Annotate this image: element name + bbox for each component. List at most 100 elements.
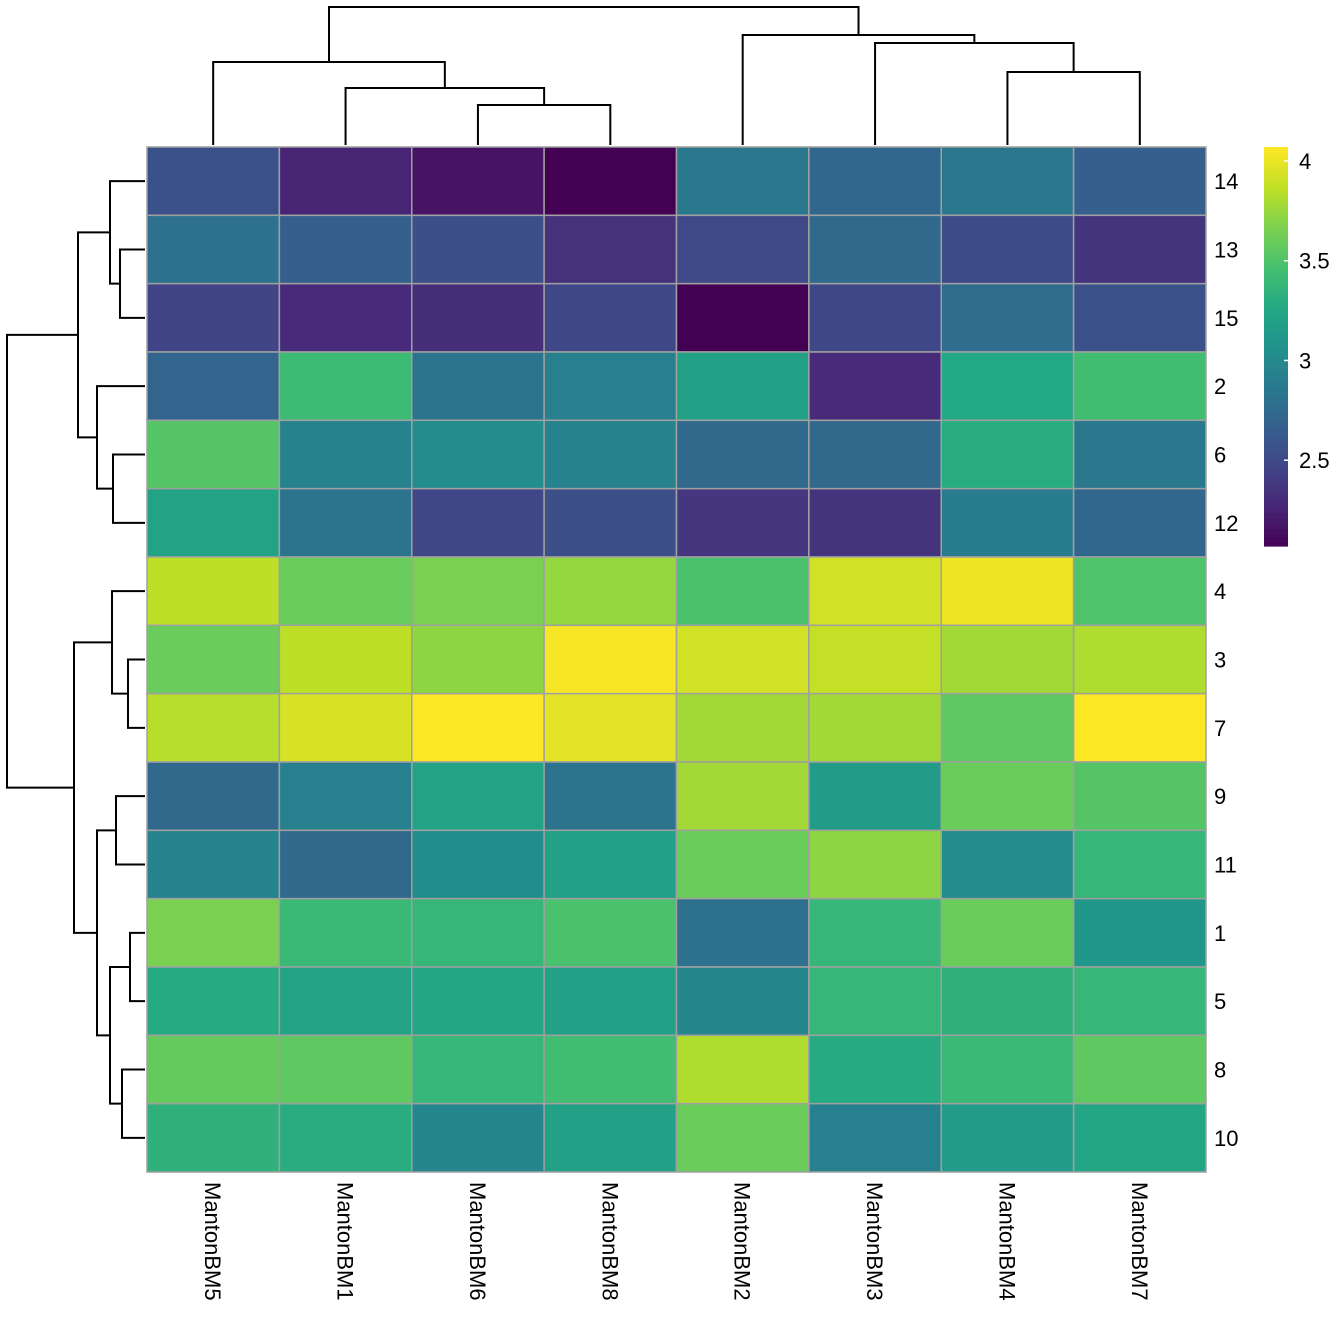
- heatmap-cell: [940, 282, 1075, 353]
- legend-gradient-segment: [1264, 458, 1288, 463]
- column-label: MantonBM7: [1127, 1182, 1152, 1301]
- legend-gradient-segment: [1264, 238, 1288, 244]
- heatmap-cell: [940, 1102, 1075, 1173]
- heatmap-cell: [1072, 146, 1207, 217]
- column-label: MantonBM5: [200, 1182, 225, 1301]
- legend-gradient-segment: [1264, 182, 1288, 188]
- heatmap-cell: [146, 282, 281, 353]
- heatmap-cell: [675, 419, 810, 490]
- dendrogram-branch: [96, 829, 116, 1037]
- heatmap-cell: [278, 829, 413, 900]
- legend-gradient-segment: [1264, 210, 1288, 216]
- heatmap-cell: [1072, 556, 1207, 627]
- legend-gradient-segment: [1264, 198, 1288, 204]
- heatmap-cell: [1072, 966, 1207, 1037]
- heatmap-cell: [675, 1034, 810, 1105]
- row-label: 7: [1214, 716, 1226, 741]
- dendrogram-branch: [212, 61, 446, 145]
- heatmap-cell: [1072, 829, 1207, 900]
- heatmap-cell: [146, 419, 281, 490]
- heatmap-cell: [675, 351, 810, 422]
- legend-gradient-segment: [1264, 426, 1288, 431]
- heatmap-cell: [808, 624, 942, 695]
- legend-gradient-segment: [1264, 398, 1288, 403]
- heatmap-cell: [808, 419, 942, 490]
- heatmap-cell: [1072, 624, 1207, 695]
- legend-gradient-segment: [1264, 446, 1288, 451]
- heatmap-cell: [1072, 351, 1207, 422]
- row-label: 3: [1214, 648, 1226, 673]
- dendrogram-branch: [1006, 71, 1141, 145]
- legend-gradient-segment: [1264, 278, 1288, 284]
- legend-gradient-segment: [1264, 170, 1288, 176]
- heatmap-cell: [411, 487, 545, 558]
- heatmap-cell: [940, 624, 1075, 695]
- heatmap-cell: [675, 282, 810, 353]
- heatmap-cell: [940, 966, 1075, 1037]
- legend-gradient-segment: [1264, 390, 1288, 395]
- heatmap-cell: [411, 1034, 545, 1105]
- dendrogram-branch: [119, 248, 145, 319]
- heatmap-cell: [146, 692, 281, 763]
- heatmap-cell: [411, 146, 545, 217]
- heatmap-cell: [146, 897, 281, 968]
- dendrogram-branch: [109, 180, 145, 285]
- dendrogram-branch: [129, 931, 145, 1003]
- legend-gradient-segment: [1264, 318, 1288, 324]
- heatmap-cell: [940, 146, 1075, 217]
- heatmap-cell: [278, 761, 413, 832]
- legend-gradient-segment: [1264, 322, 1288, 328]
- heatmap-cell: [146, 146, 281, 217]
- legend-gradient-segment: [1264, 350, 1288, 356]
- heatmap-cell: [940, 419, 1075, 490]
- legend-gradient-segment: [1264, 346, 1288, 352]
- legend-gradient-segment: [1264, 410, 1288, 415]
- heatmap-cell: [1072, 1102, 1207, 1173]
- legend-tick-label: 3.5: [1299, 249, 1330, 274]
- heatmap-cell: [278, 214, 413, 285]
- heatmap-cell: [411, 214, 545, 285]
- legend-gradient-segment: [1264, 250, 1288, 256]
- heatmap-cell: [146, 761, 281, 832]
- heatmap-cell: [278, 351, 413, 422]
- legend-gradient-segment: [1264, 494, 1288, 499]
- legend-gradient-segment: [1264, 246, 1288, 252]
- legend-gradient-segment: [1264, 402, 1288, 407]
- legend-gradient-segment: [1264, 262, 1288, 268]
- heatmap-cell: [675, 146, 810, 217]
- heatmap-cell: [675, 692, 810, 763]
- heatmap-cell: [543, 966, 678, 1037]
- heatmap-cell: [543, 897, 678, 968]
- legend-gradient-segment: [1264, 147, 1288, 152]
- legend-gradient-segment: [1264, 354, 1288, 360]
- heatmap-cell: [146, 214, 281, 285]
- legend-gradient-segment: [1264, 394, 1288, 399]
- heatmap-cell: [808, 282, 942, 353]
- column-label: MantonBM3: [862, 1182, 887, 1301]
- legend-tick-label: 3: [1299, 348, 1311, 373]
- heatmap-cell: [278, 1102, 413, 1173]
- legend-gradient-segment: [1264, 174, 1288, 180]
- legend-gradient-segment: [1264, 274, 1288, 280]
- column-label: MantonBM1: [333, 1182, 358, 1301]
- heatmap-cell: [1072, 487, 1207, 558]
- legend-gradient-segment: [1264, 418, 1288, 423]
- heatmap-cell: [1072, 214, 1207, 285]
- heatmap-cell: [940, 487, 1075, 558]
- heatmap-cell: [543, 1102, 678, 1173]
- heatmap-cell: [940, 556, 1075, 627]
- column-label: MantonBM6: [465, 1182, 490, 1301]
- legend-gradient-segment: [1264, 362, 1288, 368]
- legend-gradient-segment: [1264, 498, 1288, 503]
- heatmap-cell: [543, 487, 678, 558]
- legend-gradient-segment: [1264, 158, 1288, 164]
- heatmap-cell: [278, 487, 413, 558]
- heatmap-cell: [675, 624, 810, 695]
- heatmap-cell: [940, 214, 1075, 285]
- heatmap-cell: [940, 692, 1075, 763]
- legend-gradient-segment: [1264, 270, 1288, 276]
- legend-gradient-segment: [1264, 202, 1288, 208]
- legend-gradient-segment: [1264, 330, 1288, 336]
- legend-gradient-segment: [1264, 514, 1288, 519]
- heatmap-cell: [278, 1034, 413, 1105]
